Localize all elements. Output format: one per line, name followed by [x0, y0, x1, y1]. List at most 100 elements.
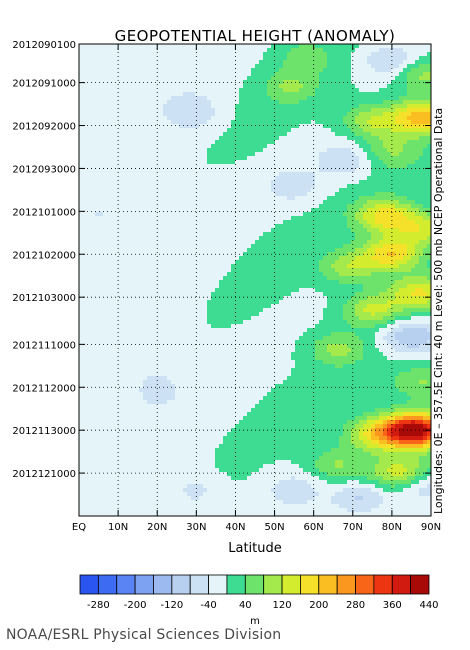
- heat-cell: [311, 184, 316, 189]
- heat-cell: [155, 56, 160, 61]
- heat-cell: [199, 52, 204, 57]
- heat-cell: [139, 204, 144, 209]
- heat-cell: [139, 96, 144, 101]
- heat-cell: [171, 228, 176, 233]
- heat-cell: [79, 152, 84, 157]
- heat-cell: [295, 176, 300, 181]
- heat-cell: [195, 164, 200, 169]
- heat-cell: [403, 212, 408, 217]
- heat-cell: [399, 172, 404, 177]
- heat-cell: [175, 156, 180, 161]
- heat-cell: [159, 64, 164, 69]
- heat-cell: [151, 92, 156, 97]
- heat-cell: [315, 72, 320, 77]
- heat-cell: [119, 60, 124, 65]
- heat-cell: [203, 48, 208, 53]
- heat-cell: [311, 52, 316, 57]
- heat-cell: [91, 44, 96, 49]
- heat-cell: [363, 144, 368, 149]
- heat-cell: [267, 196, 272, 201]
- heat-cell: [347, 144, 352, 149]
- heat-cell: [399, 200, 404, 205]
- heat-cell: [279, 244, 284, 249]
- heat-cell: [79, 156, 84, 161]
- heat-cell: [291, 192, 296, 197]
- heat-cell: [227, 76, 232, 81]
- heat-cell: [191, 76, 196, 81]
- heat-cell: [163, 264, 168, 269]
- heat-cell: [235, 88, 240, 93]
- heat-cell: [271, 236, 276, 241]
- heat-cell: [319, 228, 324, 233]
- heat-cell: [295, 96, 300, 101]
- heat-cell: [367, 84, 372, 89]
- heat-cell: [219, 144, 224, 149]
- heat-cell: [195, 248, 200, 253]
- heat-cell: [199, 156, 204, 161]
- heat-cell: [211, 220, 216, 225]
- heat-cell: [363, 148, 368, 153]
- heat-cell: [91, 104, 96, 109]
- heat-cell: [191, 160, 196, 165]
- heat-cell: [303, 252, 308, 257]
- heat-cell: [83, 148, 88, 153]
- heat-cell: [255, 76, 260, 81]
- heat-cell: [355, 152, 360, 157]
- heat-cell: [215, 200, 220, 205]
- heat-cell: [271, 244, 276, 249]
- heat-cell: [223, 264, 228, 269]
- heat-cell: [231, 240, 236, 245]
- heat-cell: [191, 96, 196, 101]
- heat-cell: [167, 268, 172, 273]
- heat-cell: [163, 112, 168, 117]
- heat-cell: [119, 268, 124, 273]
- heat-cell: [79, 84, 84, 89]
- heat-cell: [343, 148, 348, 153]
- heat-cell: [127, 212, 132, 217]
- heat-cell: [355, 184, 360, 189]
- heat-cell: [315, 116, 320, 121]
- heat-cell: [247, 68, 252, 73]
- heat-cell: [247, 264, 252, 269]
- heat-cell: [303, 148, 308, 153]
- heat-cell: [191, 180, 196, 185]
- heat-cell: [367, 44, 372, 49]
- heat-cell: [143, 92, 148, 97]
- heat-cell: [323, 208, 328, 213]
- heat-cell: [427, 212, 432, 217]
- heat-cell: [151, 100, 156, 105]
- heat-cell: [255, 264, 260, 269]
- heat-cell: [391, 168, 396, 173]
- heat-cell: [115, 180, 120, 185]
- heat-cell: [239, 44, 244, 49]
- heat-cell: [359, 224, 364, 229]
- heat-cell: [227, 60, 232, 65]
- heat-cell: [235, 216, 240, 221]
- heat-cell: [183, 216, 188, 221]
- heat-cell: [251, 124, 256, 129]
- heat-cell: [231, 144, 236, 149]
- heat-cell: [147, 92, 152, 97]
- heat-cell: [319, 188, 324, 193]
- heat-cell: [259, 236, 264, 241]
- heat-cell: [411, 72, 416, 77]
- heat-cell: [275, 84, 280, 89]
- heat-cell: [123, 212, 128, 217]
- heat-cell: [243, 160, 248, 165]
- heat-cell: [319, 196, 324, 201]
- heat-cell: [223, 244, 228, 249]
- heat-cell: [95, 140, 100, 145]
- heat-cell: [367, 156, 372, 161]
- heat-cell: [315, 240, 320, 245]
- heat-cell: [91, 124, 96, 129]
- heat-cell: [343, 184, 348, 189]
- heat-cell: [255, 44, 260, 49]
- heat-cell: [83, 132, 88, 137]
- heat-cell: [423, 60, 428, 65]
- heat-cell: [179, 264, 184, 269]
- heat-cell: [243, 204, 248, 209]
- heat-cell: [275, 160, 280, 165]
- heat-cell: [379, 76, 384, 81]
- heat-cell: [227, 196, 232, 201]
- heat-cell: [359, 160, 364, 165]
